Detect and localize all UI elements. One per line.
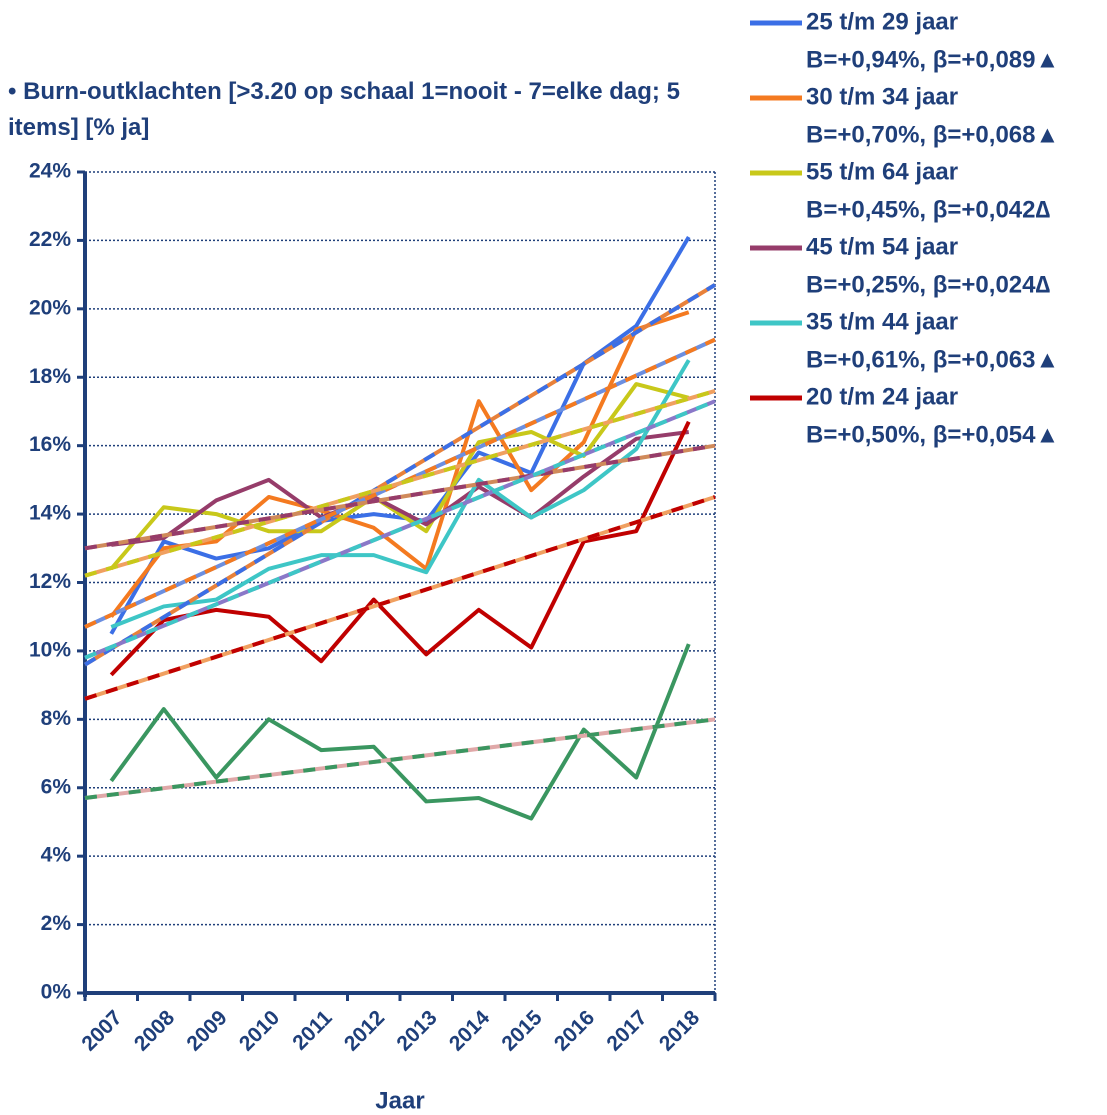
y-tick-label: 14% <box>29 502 71 525</box>
trend-line-base <box>83 283 717 667</box>
legend-label: 55 t/m 64 jaar <box>806 158 958 185</box>
x-tick-label: 2013 <box>392 1006 441 1055</box>
series-line <box>110 359 691 629</box>
y-tick-label: 20% <box>29 296 71 319</box>
series-line <box>109 310 690 618</box>
legend-stats: B=+0,25%, β=+0,024∆ <box>806 271 1050 298</box>
chart-title: • Burn-outklachten [>3.20 op schaal 1=no… <box>8 78 680 141</box>
trend-line <box>84 399 716 660</box>
x-tick-label: 2014 <box>445 1006 495 1056</box>
legend-stats: B=+0,94%, β=+0,089▲ <box>806 46 1059 73</box>
y-tick-label: 12% <box>29 570 71 593</box>
series-line <box>109 420 691 677</box>
x-tick-label: 2016 <box>550 1006 599 1055</box>
trend-line <box>84 337 716 629</box>
legend-label: 30 t/m 34 jaar <box>806 83 958 110</box>
series-line <box>109 643 691 821</box>
y-tick-label: 2% <box>41 912 72 935</box>
trend-line <box>84 443 716 551</box>
legend-label: 25 t/m 29 jaar <box>806 8 958 35</box>
y-tick-label: 8% <box>41 707 72 730</box>
legend-label: 20 t/m 24 jaar <box>806 383 958 410</box>
y-tick-label: 4% <box>41 844 72 867</box>
x-tick-label: 2011 <box>288 1006 337 1055</box>
x-tick-label: 2009 <box>182 1006 231 1055</box>
x-tick-label: 2008 <box>130 1006 180 1056</box>
trend-line-base <box>84 389 716 578</box>
legend-stats: B=+0,45%, β=+0,042∆ <box>806 196 1050 223</box>
legend-label: 35 t/m 44 jaar <box>806 308 958 335</box>
y-tick-label: 6% <box>41 775 72 798</box>
x-tick-label: 2010 <box>235 1006 284 1055</box>
series-line <box>110 429 690 547</box>
trend-line <box>84 717 716 800</box>
legend-label: 45 t/m 54 jaar <box>806 233 958 260</box>
x-axis-label: Jaar <box>375 1087 424 1114</box>
legend-stats: B=+0,61%, β=+0,063▲ <box>806 346 1059 373</box>
series-line <box>109 382 690 571</box>
x-tick-label: 2007 <box>77 1006 126 1055</box>
trend-line <box>84 495 716 701</box>
y-tick-label: 24% <box>29 160 71 183</box>
x-tick-label: 2015 <box>497 1006 547 1056</box>
x-tick-label: 2017 <box>602 1006 651 1055</box>
x-tick-label: 2012 <box>340 1006 389 1055</box>
legend-stats: B=+0,70%, β=+0,068▲ <box>806 121 1059 148</box>
x-tick-label: 2018 <box>655 1006 705 1056</box>
y-tick-label: 16% <box>29 433 71 456</box>
legend-stats: B=+0,50%, β=+0,054▲ <box>806 421 1059 448</box>
y-tick-label: 18% <box>29 365 71 388</box>
y-tick-label: 22% <box>29 228 71 251</box>
y-tick-label: 0% <box>41 981 72 1004</box>
y-tick-label: 10% <box>29 638 71 661</box>
